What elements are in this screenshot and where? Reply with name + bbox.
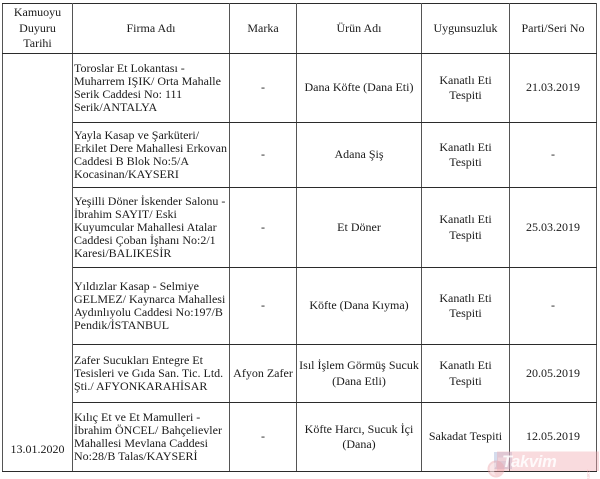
svg-text:.com.tr: .com.tr [585, 469, 591, 479]
svg-text:Takvim: Takvim [502, 453, 556, 471]
